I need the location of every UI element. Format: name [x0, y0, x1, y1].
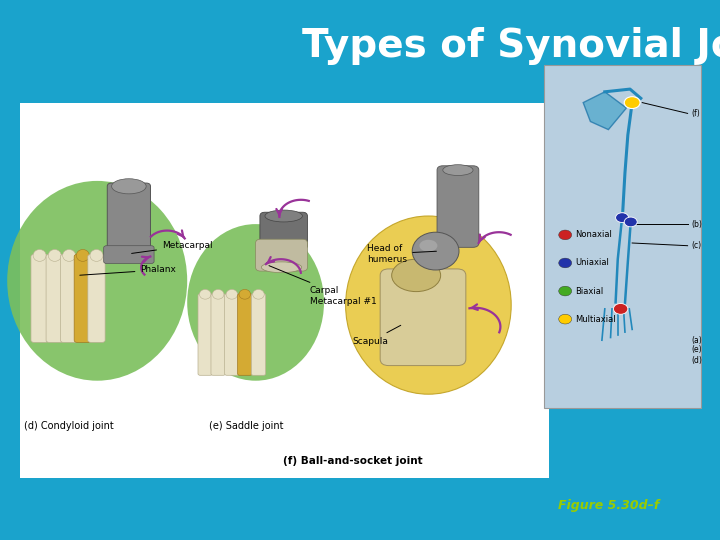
Text: (b): (b) [691, 220, 702, 228]
Ellipse shape [412, 232, 459, 270]
Ellipse shape [48, 249, 61, 261]
FancyBboxPatch shape [31, 254, 48, 342]
Ellipse shape [63, 249, 76, 261]
Ellipse shape [346, 216, 511, 394]
Circle shape [624, 217, 637, 227]
Text: (c): (c) [691, 241, 701, 250]
Text: (e): (e) [691, 346, 702, 354]
Circle shape [559, 314, 572, 324]
FancyBboxPatch shape [230, 103, 549, 367]
Text: Biaxial: Biaxial [575, 287, 603, 295]
FancyBboxPatch shape [107, 183, 150, 260]
FancyBboxPatch shape [60, 254, 78, 342]
Ellipse shape [443, 165, 473, 176]
FancyBboxPatch shape [251, 294, 266, 375]
FancyBboxPatch shape [256, 239, 307, 271]
Ellipse shape [253, 289, 264, 299]
FancyBboxPatch shape [211, 294, 225, 375]
Ellipse shape [7, 181, 187, 381]
Text: (e) Saddle joint: (e) Saddle joint [209, 421, 283, 431]
Text: Nonaxial: Nonaxial [575, 231, 612, 239]
Ellipse shape [239, 289, 251, 299]
FancyBboxPatch shape [198, 294, 212, 375]
Circle shape [559, 286, 572, 296]
FancyBboxPatch shape [437, 166, 479, 247]
Text: (d): (d) [691, 356, 702, 364]
Text: Phalanx: Phalanx [80, 266, 176, 275]
FancyBboxPatch shape [74, 254, 91, 342]
Text: Scapula: Scapula [353, 325, 401, 346]
Text: (a): (a) [691, 336, 702, 345]
FancyBboxPatch shape [380, 269, 466, 366]
Ellipse shape [392, 259, 441, 292]
Text: Carpal
Metacarpal #1: Carpal Metacarpal #1 [269, 266, 377, 306]
FancyBboxPatch shape [88, 254, 105, 342]
Ellipse shape [226, 289, 238, 299]
Circle shape [559, 230, 572, 240]
Circle shape [559, 258, 572, 268]
Text: Metacarpal: Metacarpal [132, 241, 212, 253]
Ellipse shape [212, 289, 224, 299]
Text: Uniaxial: Uniaxial [575, 259, 609, 267]
Text: (f): (f) [691, 109, 700, 118]
Ellipse shape [261, 262, 302, 273]
Ellipse shape [265, 210, 302, 222]
FancyBboxPatch shape [20, 103, 549, 478]
Ellipse shape [90, 249, 103, 261]
FancyBboxPatch shape [544, 65, 701, 408]
Ellipse shape [76, 249, 89, 261]
Circle shape [613, 303, 628, 314]
Text: Multiaxial: Multiaxial [575, 315, 616, 323]
FancyBboxPatch shape [225, 294, 239, 375]
Text: (d) Condyloid joint: (d) Condyloid joint [24, 421, 114, 431]
Circle shape [616, 213, 629, 222]
FancyBboxPatch shape [238, 294, 252, 375]
Text: Types of Synovial Joints: Types of Synovial Joints [302, 27, 720, 65]
Text: Head of
humerus: Head of humerus [367, 244, 436, 264]
Ellipse shape [199, 289, 211, 299]
Text: Figure 5.30d–f: Figure 5.30d–f [558, 498, 659, 512]
Ellipse shape [112, 179, 146, 194]
Ellipse shape [419, 240, 438, 252]
Polygon shape [583, 92, 626, 130]
FancyBboxPatch shape [260, 212, 307, 249]
Ellipse shape [33, 249, 46, 261]
FancyBboxPatch shape [104, 246, 154, 264]
Circle shape [624, 97, 640, 109]
Ellipse shape [187, 224, 324, 381]
FancyBboxPatch shape [46, 254, 63, 342]
Text: (f) Ball-and-socket joint: (f) Ball-and-socket joint [283, 456, 423, 467]
